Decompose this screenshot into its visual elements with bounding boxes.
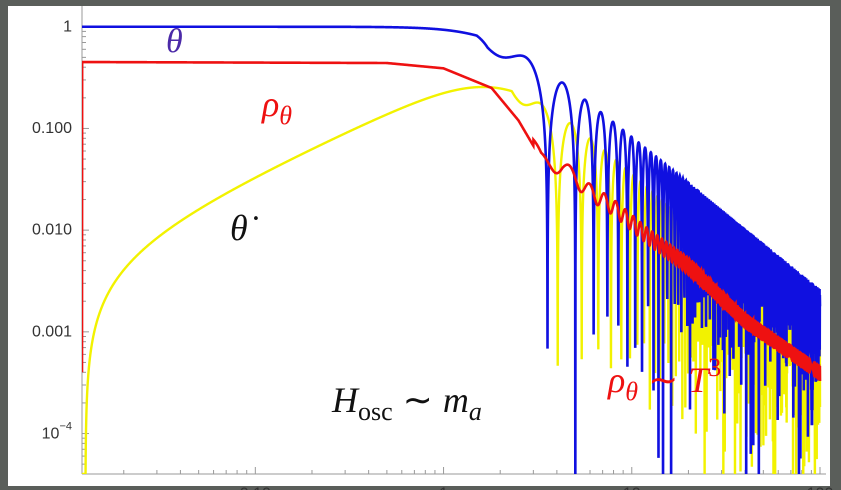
curves bbox=[82, 25, 822, 474]
h-osc-base: H bbox=[331, 380, 360, 420]
x-tick-label: 100 bbox=[807, 485, 834, 490]
rho-scaling-label: ρθ ∼ T3 bbox=[607, 353, 721, 406]
h-osc-rel: ∼ bbox=[403, 380, 433, 420]
h-osc-rhs: m bbox=[443, 380, 469, 420]
theta-label: θ bbox=[166, 23, 183, 60]
theta-dot-label: θ̇ bbox=[230, 208, 259, 248]
rho-theta-sub: θ bbox=[279, 101, 292, 130]
h-osc-label: Hosc ∼ ma bbox=[331, 380, 482, 426]
rho-scaling-sub: θ bbox=[625, 377, 638, 406]
y-tick-label: 0.010 bbox=[32, 222, 72, 239]
tick-labels: 0.10 1 10 100 1 0.100 0.010 0.001 10−4 bbox=[32, 18, 833, 490]
h-osc-rhs-sub: a bbox=[469, 397, 482, 426]
y-tick-label: 0.001 bbox=[32, 323, 72, 340]
y-tick-label: 10−4 bbox=[42, 421, 72, 443]
theta-curve bbox=[82, 25, 822, 474]
rho-theta-label: ρθ bbox=[261, 84, 292, 130]
x-tick-label: 1 bbox=[439, 485, 448, 490]
h-osc-sub: osc bbox=[358, 397, 393, 426]
x-tick-label: 10 bbox=[623, 485, 641, 490]
rho-theta-base: ρ bbox=[261, 84, 279, 124]
rho-scaling-rhs: T bbox=[688, 360, 711, 400]
y-tick-label: 1 bbox=[63, 18, 72, 35]
rho-scaling-rel: ∼ bbox=[648, 360, 678, 400]
rho-scaling-base: ρ bbox=[607, 360, 625, 400]
x-tick-label: 0.10 bbox=[240, 485, 271, 490]
rho-theta-curve bbox=[82, 60, 822, 382]
rho-scaling-sup: 3 bbox=[708, 353, 721, 382]
y-tick-label: 0.100 bbox=[32, 120, 72, 137]
